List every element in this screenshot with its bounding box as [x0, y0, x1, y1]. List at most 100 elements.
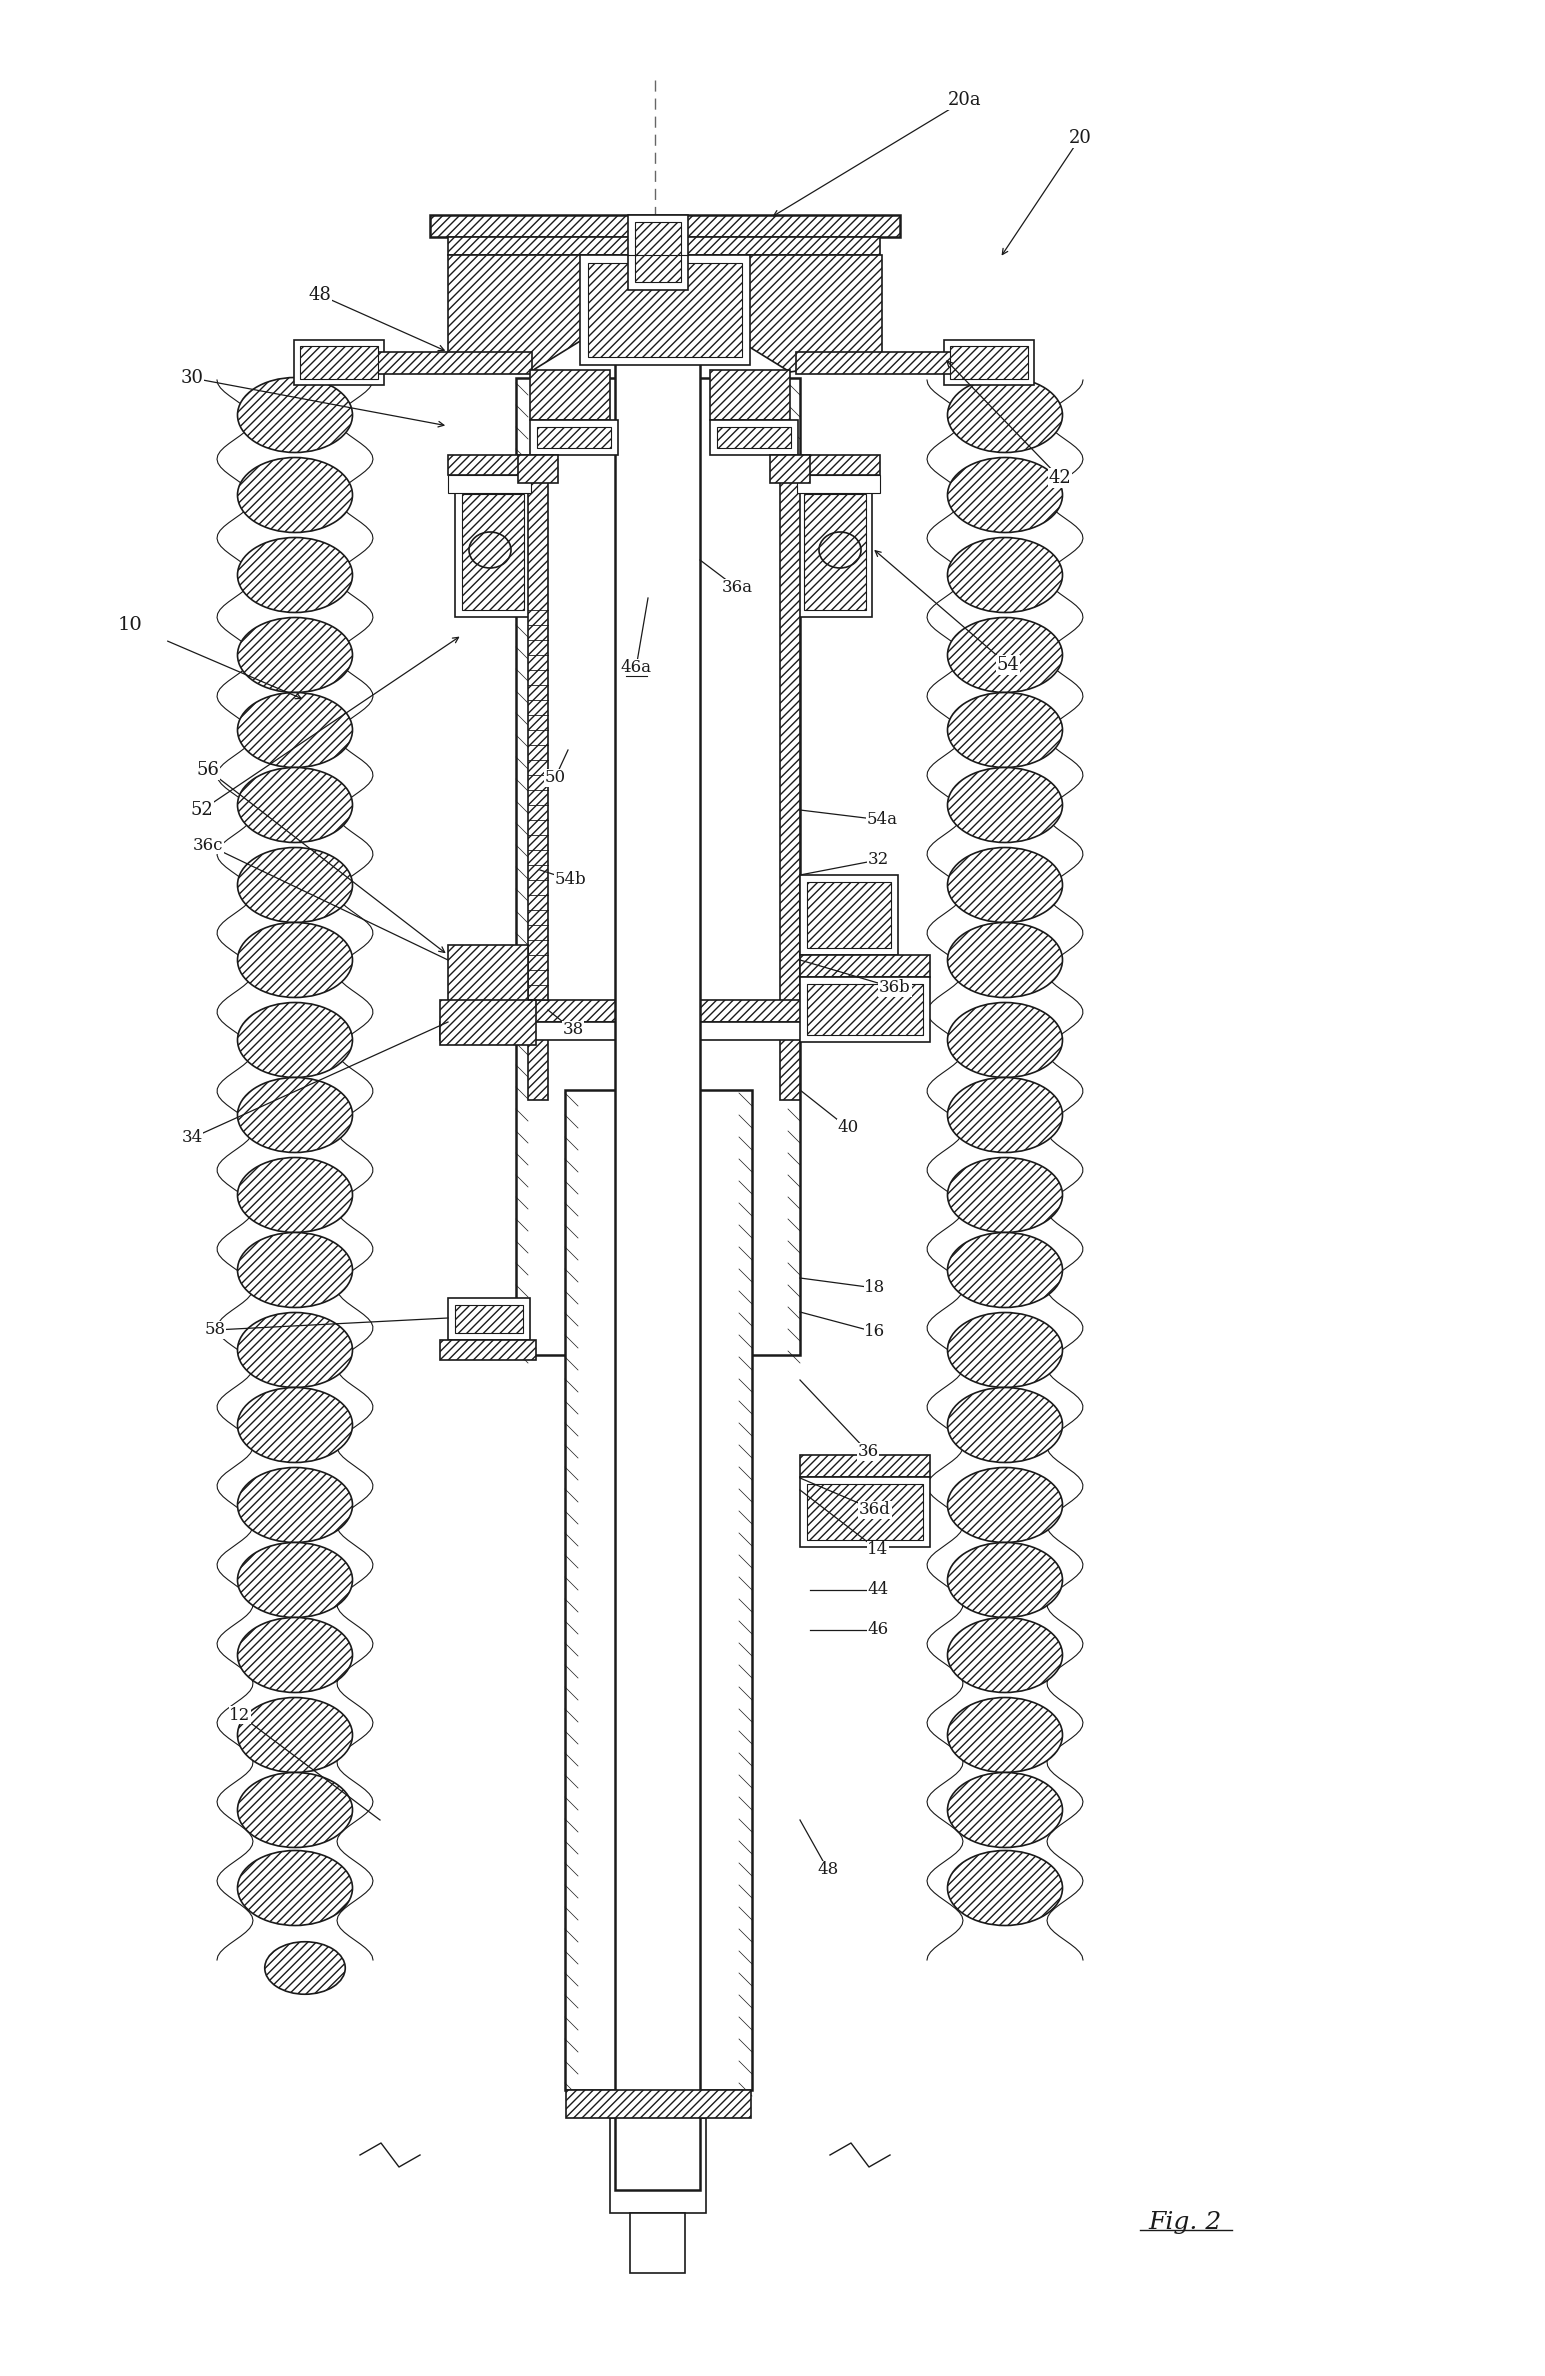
Text: 32: 32: [867, 851, 888, 870]
Bar: [797, 454, 881, 475]
Ellipse shape: [819, 532, 861, 568]
Text: 50: 50: [544, 770, 565, 786]
Text: 48: 48: [309, 285, 332, 304]
Text: 44: 44: [867, 1582, 888, 1599]
Bar: [627, 214, 688, 290]
Ellipse shape: [947, 1388, 1063, 1464]
Ellipse shape: [947, 1233, 1063, 1307]
Bar: [630, 2212, 684, 2274]
Bar: [796, 352, 1018, 373]
Bar: [294, 340, 385, 385]
Ellipse shape: [947, 1772, 1063, 1849]
Bar: [430, 214, 901, 238]
Ellipse shape: [238, 922, 352, 998]
Bar: [800, 874, 898, 955]
Bar: [448, 238, 881, 254]
Ellipse shape: [947, 1312, 1063, 1388]
Bar: [800, 1454, 930, 1478]
Bar: [806, 984, 922, 1036]
Text: 40: 40: [837, 1119, 859, 1136]
Bar: [530, 421, 618, 454]
Text: 54b: 54b: [555, 872, 587, 889]
Ellipse shape: [238, 1233, 352, 1307]
Text: 36b: 36b: [879, 979, 912, 996]
Bar: [300, 347, 379, 380]
Ellipse shape: [238, 459, 352, 532]
Text: 52: 52: [190, 801, 213, 820]
Text: 46a: 46a: [621, 661, 652, 677]
Bar: [803, 494, 867, 611]
Text: 36c: 36c: [193, 836, 222, 853]
Ellipse shape: [238, 1003, 352, 1076]
Text: 54: 54: [997, 656, 1020, 675]
Text: 48: 48: [817, 1860, 839, 1879]
Ellipse shape: [238, 378, 352, 451]
Text: 18: 18: [864, 1281, 885, 1297]
Bar: [440, 1022, 888, 1041]
Text: 42: 42: [1049, 468, 1071, 487]
Bar: [950, 347, 1027, 380]
Ellipse shape: [947, 848, 1063, 922]
Bar: [800, 977, 930, 1043]
Text: 30: 30: [181, 368, 204, 387]
Bar: [565, 1091, 752, 2091]
Bar: [538, 428, 610, 449]
Bar: [448, 946, 528, 1003]
Bar: [711, 371, 789, 421]
Text: 10: 10: [117, 615, 142, 634]
Bar: [448, 475, 531, 492]
Text: Fig. 2: Fig. 2: [1148, 2210, 1222, 2233]
Text: 12: 12: [229, 1706, 250, 1723]
Bar: [516, 378, 800, 1354]
Bar: [615, 254, 700, 2191]
Ellipse shape: [947, 691, 1063, 767]
Ellipse shape: [238, 767, 352, 843]
Text: 14: 14: [867, 1542, 888, 1559]
Ellipse shape: [470, 532, 511, 568]
Polygon shape: [700, 254, 882, 373]
Ellipse shape: [238, 1542, 352, 1618]
Bar: [462, 494, 524, 611]
Ellipse shape: [238, 1851, 352, 1925]
Text: 58: 58: [204, 1321, 226, 1338]
Ellipse shape: [947, 767, 1063, 843]
Ellipse shape: [238, 1618, 352, 1692]
Ellipse shape: [238, 1468, 352, 1542]
Text: 34: 34: [181, 1129, 202, 1148]
Bar: [448, 1297, 530, 1340]
Text: 54a: 54a: [867, 813, 898, 829]
Ellipse shape: [947, 537, 1063, 613]
Bar: [769, 454, 810, 482]
Ellipse shape: [238, 1312, 352, 1388]
Bar: [797, 475, 881, 492]
Text: 36: 36: [857, 1445, 879, 1461]
Text: 36a: 36a: [722, 580, 752, 596]
Bar: [454, 1304, 524, 1333]
Ellipse shape: [947, 922, 1063, 998]
Bar: [717, 428, 791, 449]
Bar: [450, 1000, 878, 1022]
Ellipse shape: [238, 1388, 352, 1464]
Bar: [806, 1485, 922, 1540]
Bar: [311, 352, 531, 373]
Ellipse shape: [238, 691, 352, 767]
Ellipse shape: [238, 848, 352, 922]
Bar: [589, 264, 742, 356]
Text: 16: 16: [865, 1323, 885, 1340]
Bar: [806, 881, 891, 948]
Bar: [711, 421, 799, 454]
Bar: [800, 1478, 930, 1547]
Bar: [440, 1000, 536, 1045]
Ellipse shape: [947, 378, 1063, 451]
Ellipse shape: [238, 537, 352, 613]
Bar: [610, 2117, 706, 2212]
Bar: [518, 454, 558, 482]
Ellipse shape: [947, 1003, 1063, 1076]
Bar: [944, 340, 1034, 385]
Ellipse shape: [238, 1696, 352, 1772]
Ellipse shape: [238, 1076, 352, 1152]
Text: 56: 56: [196, 760, 219, 779]
Bar: [635, 221, 681, 283]
Ellipse shape: [238, 1157, 352, 1233]
Ellipse shape: [947, 1851, 1063, 1925]
